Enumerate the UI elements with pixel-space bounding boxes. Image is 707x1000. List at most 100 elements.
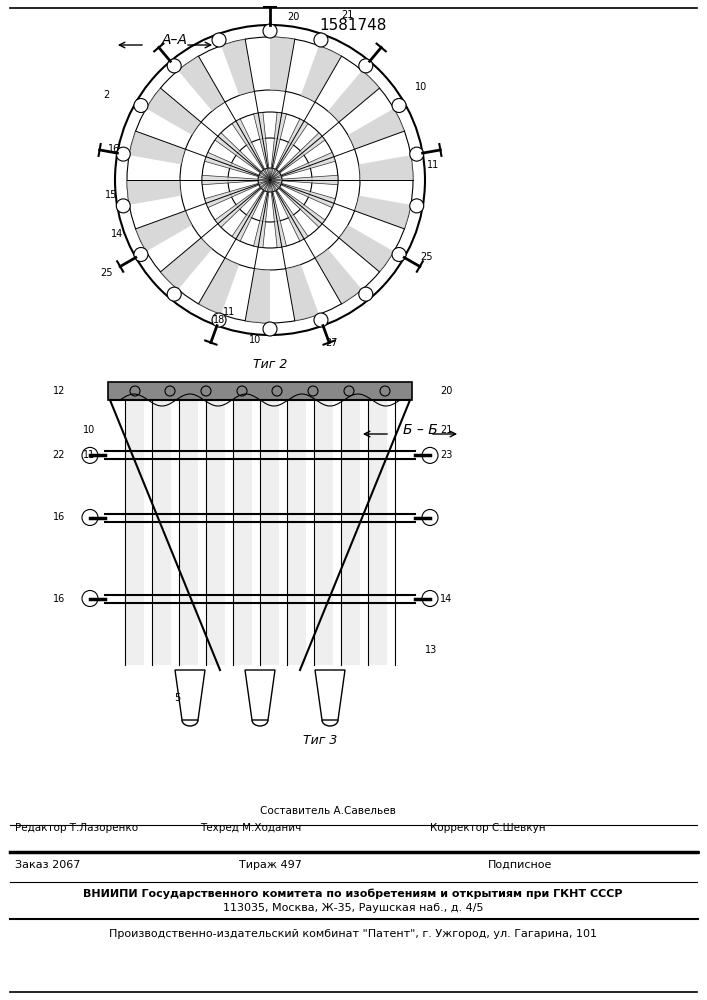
Polygon shape xyxy=(355,196,411,229)
Circle shape xyxy=(168,59,181,73)
Polygon shape xyxy=(245,670,275,720)
Circle shape xyxy=(422,590,438,606)
Polygon shape xyxy=(202,175,270,185)
Polygon shape xyxy=(270,180,335,208)
Text: Τиг 2: Τиг 2 xyxy=(253,359,287,371)
Circle shape xyxy=(392,99,406,112)
Polygon shape xyxy=(348,108,404,149)
Text: Составитель А.Савельев: Составитель А.Савельев xyxy=(260,806,396,816)
Bar xyxy=(152,400,171,665)
Text: 14: 14 xyxy=(440,593,452,603)
Text: 21: 21 xyxy=(440,425,452,435)
Text: 20: 20 xyxy=(440,386,452,396)
Polygon shape xyxy=(146,88,201,135)
Text: 10: 10 xyxy=(83,425,95,435)
Circle shape xyxy=(358,287,373,301)
Text: 22: 22 xyxy=(52,450,65,460)
Circle shape xyxy=(314,33,328,47)
Polygon shape xyxy=(245,269,270,323)
Polygon shape xyxy=(136,211,192,251)
Text: 113035, Москва, Ж-35, Раушская наб., д. 4/5: 113035, Москва, Ж-35, Раушская наб., д. … xyxy=(223,903,484,913)
Polygon shape xyxy=(270,112,286,180)
Text: Подписное: Подписное xyxy=(488,860,552,870)
Text: 18: 18 xyxy=(213,315,225,325)
Polygon shape xyxy=(339,225,394,272)
Text: 23: 23 xyxy=(440,450,452,460)
Text: Тираж 497: Тираж 497 xyxy=(238,860,301,870)
Circle shape xyxy=(358,59,373,73)
Text: 15: 15 xyxy=(105,190,117,200)
Text: 10: 10 xyxy=(249,335,261,345)
Text: 20: 20 xyxy=(287,12,300,22)
Polygon shape xyxy=(315,670,345,720)
Circle shape xyxy=(422,447,438,463)
Bar xyxy=(314,400,333,665)
Polygon shape xyxy=(315,249,362,304)
Bar xyxy=(341,400,360,665)
Text: Заказ 2067: Заказ 2067 xyxy=(15,860,81,870)
Bar xyxy=(206,400,225,665)
Bar xyxy=(179,400,198,665)
Polygon shape xyxy=(232,119,270,180)
Polygon shape xyxy=(175,670,205,720)
Text: 16: 16 xyxy=(53,593,65,603)
Bar xyxy=(260,400,279,665)
Circle shape xyxy=(410,199,423,213)
Polygon shape xyxy=(127,180,182,205)
Text: Редактор Т.Лазоренко: Редактор Т.Лазоренко xyxy=(15,823,138,833)
Text: Техред М.Ходанич: Техред М.Ходанич xyxy=(200,823,301,833)
Text: Корректор С.Шевкун: Корректор С.Шевкун xyxy=(430,823,546,833)
Text: 5: 5 xyxy=(174,693,180,703)
Text: 11: 11 xyxy=(427,159,439,169)
Circle shape xyxy=(82,590,98,606)
Polygon shape xyxy=(160,238,212,290)
Text: Производственно-издательский комбинат "Патент", г. Ужгород, ул. Гагарина, 101: Производственно-издательский комбинат "П… xyxy=(109,929,597,939)
Polygon shape xyxy=(270,119,308,180)
Circle shape xyxy=(82,510,98,526)
Text: 13: 13 xyxy=(425,645,437,655)
Text: Τиг 3: Τиг 3 xyxy=(303,734,337,746)
Circle shape xyxy=(82,447,98,463)
Polygon shape xyxy=(328,70,380,122)
Text: 27: 27 xyxy=(326,338,338,348)
Circle shape xyxy=(168,287,181,301)
Polygon shape xyxy=(215,133,270,180)
Polygon shape xyxy=(199,258,239,314)
Polygon shape xyxy=(232,180,270,241)
Circle shape xyxy=(134,247,148,261)
Circle shape xyxy=(134,99,148,112)
Bar xyxy=(368,400,387,665)
Text: 16: 16 xyxy=(53,512,65,522)
Polygon shape xyxy=(270,180,325,227)
Polygon shape xyxy=(270,175,338,185)
Text: 25: 25 xyxy=(100,268,113,278)
Text: 11: 11 xyxy=(83,450,95,460)
Text: 21: 21 xyxy=(341,10,354,20)
Polygon shape xyxy=(215,180,270,227)
Text: 11: 11 xyxy=(223,307,235,317)
Polygon shape xyxy=(254,112,270,180)
Circle shape xyxy=(212,33,226,47)
Circle shape xyxy=(314,313,328,327)
Polygon shape xyxy=(270,152,335,180)
Circle shape xyxy=(258,168,282,192)
Text: 10: 10 xyxy=(415,82,427,92)
Polygon shape xyxy=(270,37,295,91)
Circle shape xyxy=(263,322,277,336)
Circle shape xyxy=(212,313,226,327)
Polygon shape xyxy=(358,155,413,180)
Polygon shape xyxy=(286,265,319,321)
Circle shape xyxy=(422,510,438,526)
Circle shape xyxy=(116,199,130,213)
Polygon shape xyxy=(204,152,270,180)
Text: ВНИИПИ Государственного комитета по изобретениям и открытиям при ГКНТ СССР: ВНИИПИ Государственного комитета по изоб… xyxy=(83,889,623,899)
Polygon shape xyxy=(270,180,286,248)
Polygon shape xyxy=(178,56,225,111)
Polygon shape xyxy=(300,46,341,102)
Bar xyxy=(287,400,306,665)
Text: 14: 14 xyxy=(111,229,123,239)
Polygon shape xyxy=(270,180,308,241)
Circle shape xyxy=(116,147,130,161)
Bar xyxy=(233,400,252,665)
Polygon shape xyxy=(129,131,185,164)
